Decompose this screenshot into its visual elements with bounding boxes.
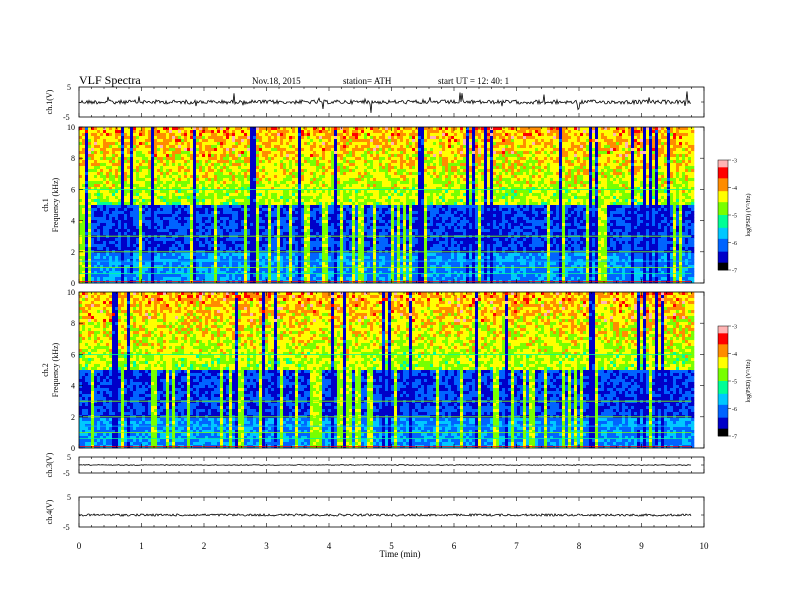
x-tick-label: 2: [202, 541, 207, 551]
ch1-spectrogram-channel-label: ch.1: [41, 198, 50, 212]
ch4-waveform-ylabel: ch.4(V): [45, 499, 54, 524]
x-axis-label: Time (min): [380, 549, 421, 559]
colorbar-tick-label: -4: [732, 186, 737, 192]
time-axis: Time (min) 0 1 2 3 4 5 6 7 8 9 10: [77, 541, 709, 559]
y-tick-label: 2: [71, 248, 75, 257]
x-tick-label: 10: [700, 541, 710, 551]
x-tick-label: 9: [639, 541, 644, 551]
vlf-spectra-figure: VLF Spectra Nov.18, 2015 station= ATH st…: [0, 0, 792, 612]
ch4-waveform-frame: [79, 497, 704, 527]
ch1-waveform-ylabel: ch.1(V): [45, 89, 54, 114]
ch2-spectrogram-ylabel: Frequency (kHz): [51, 342, 60, 397]
y-tick-label: -5: [63, 113, 70, 122]
ch3-waveform-ylabel: ch.3(V): [45, 452, 54, 477]
y-tick-label: -5: [63, 523, 70, 532]
y-tick-label: 4: [71, 382, 75, 391]
y-tick-label: 6: [71, 350, 75, 359]
y-tick-label: 5: [67, 83, 71, 92]
colorbar-label: log(PSD) (V²/Hz): [745, 360, 752, 403]
ch1-colorbar: -3 -4 -5 -6 -7 log(PSD) (V²/Hz): [718, 159, 752, 275]
y-tick-label: 0: [71, 444, 75, 453]
x-tick-label: 8: [577, 541, 582, 551]
ch2-spectrogram-panel: 0 2 4 6 8 10 ch.2 Frequency (kHz): [41, 288, 704, 453]
ch2-colorbar: -3 -4 -5 -6 -7 log(PSD) (V²/Hz): [718, 325, 752, 441]
ch2-spectrogram-channel-label: ch.2: [41, 363, 50, 377]
y-tick-label: 10: [67, 123, 75, 132]
x-tick-label: 4: [327, 541, 332, 551]
y-tick-label: 0: [71, 279, 75, 288]
y-tick-label: 5: [67, 453, 71, 462]
ch3-waveform-trace: [79, 465, 691, 466]
colorbar-tick-label: -3: [732, 159, 737, 165]
colorbar-label: log(PSD) (V²/Hz): [745, 194, 752, 237]
ch4-waveform-trace: [79, 514, 691, 516]
y-tick-label: 6: [71, 185, 75, 194]
colorbar-tick-label: -5: [732, 214, 737, 220]
x-tick-label: 3: [264, 541, 269, 551]
ch4-waveform-panel: 5 -5 ch.4(V): [45, 493, 704, 532]
colorbar-tick-label: -5: [732, 380, 737, 386]
y-tick-label: 8: [71, 154, 75, 163]
x-tick-label: 5: [389, 541, 394, 551]
colorbar-tick-label: -7: [732, 435, 737, 441]
ch1-waveform-trace: [79, 91, 691, 113]
y-tick-label: 8: [71, 319, 75, 328]
y-tick-label: 10: [67, 288, 75, 297]
x-tick-label: 0: [77, 541, 82, 551]
y-tick-label: 4: [71, 217, 75, 226]
x-tick-label: 6: [452, 541, 457, 551]
colorbar-tick-label: -7: [732, 269, 737, 275]
colorbar-tick-label: -3: [732, 325, 737, 331]
y-tick-label: 5: [67, 493, 71, 502]
ch1-waveform-panel: 5 -5 ch.1(V): [45, 83, 704, 122]
ch1-spectrogram-cells: [79, 127, 694, 283]
x-tick-label: 7: [514, 541, 519, 551]
date-label: Nov.18, 2015: [252, 76, 301, 86]
ch1-spectrogram-ylabel: Frequency (kHz): [51, 177, 60, 232]
colorbar-tick-label: -6: [732, 407, 737, 413]
station-label: station= ATH: [343, 76, 392, 86]
ch1-spectrogram-panel: 0 2 4 6 8 10 ch.1 Frequency (kHz): [41, 123, 704, 288]
ch3-waveform-panel: 5 -5 ch.3(V): [45, 452, 704, 478]
start-time-label: start UT = 12: 40: 1: [438, 76, 509, 86]
ch2-spectrogram-cells: [79, 292, 694, 448]
colorbar-tick-label: -6: [732, 241, 737, 247]
x-tick-label: 1: [139, 541, 144, 551]
figure-title: VLF Spectra: [79, 73, 141, 87]
colorbar-tick-label: -4: [732, 352, 737, 358]
y-tick-label: 2: [71, 413, 75, 422]
y-tick-label: -5: [63, 469, 70, 478]
